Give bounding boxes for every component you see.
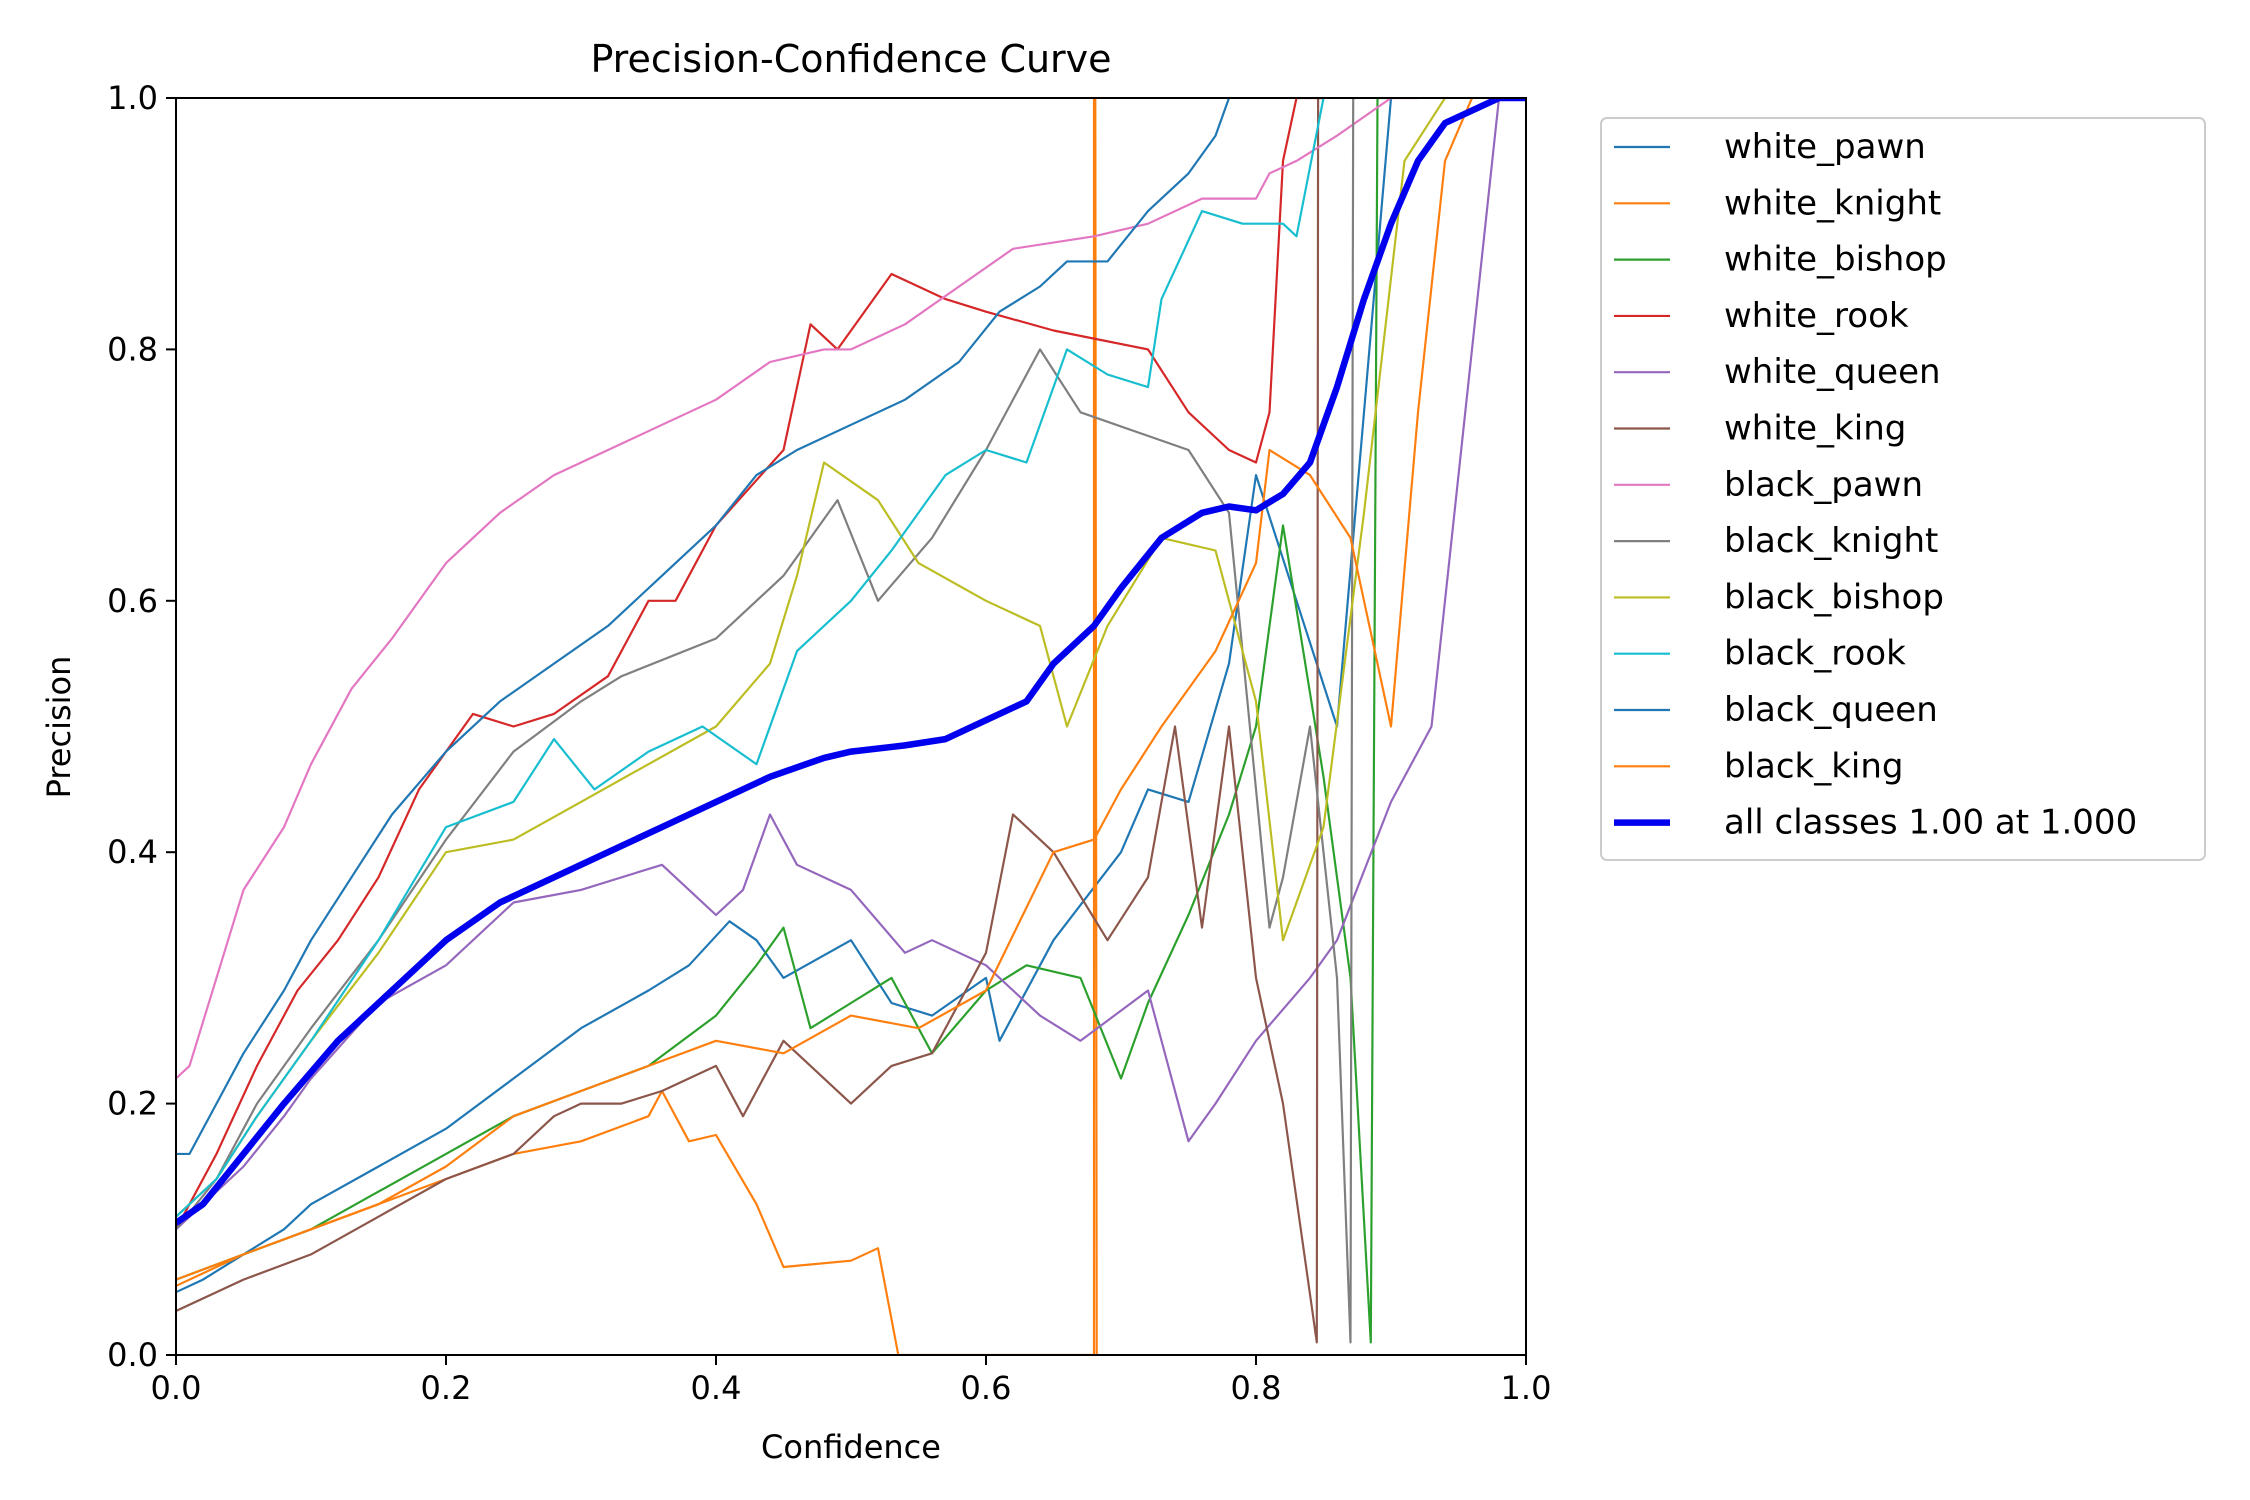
x-tick-label: 0.2 [421,1369,472,1407]
y-tick-label: 0.0 [107,1336,158,1374]
legend-label: all classes 1.00 at 1.000 [1724,803,2137,843]
legend-label: black_rook [1724,634,1906,674]
series-line-white-knight [176,98,1098,1355]
series-line-all-classes-1-00-at-1-000 [176,98,1526,1226]
legend-items: white_pawn white_knight white_bishop white_… [1614,127,2137,843]
legend-label: black_king [1724,746,1904,786]
series-line-black-queen [176,98,1231,1155]
y-axis-label: Precision [40,656,78,799]
series-line-black-rook [176,98,1325,1218]
plot-area: 0.0 0.2 0.4 0.6 0.8 1.0 0.0 0.2 0.4 0.6 0.8 1.0 [107,79,1551,1407]
legend-label: black_knight [1724,521,1938,561]
x-tick-label: 0.0 [151,1369,202,1407]
y-tick-label: 0.8 [107,330,158,368]
y-tick-label: 1.0 [107,79,158,117]
legend-label: white_rook [1724,296,1909,336]
legend-label: black_pawn [1724,465,1923,505]
legend-label: white_knight [1724,183,1941,223]
series-line-white-king [176,98,1324,1344]
legend-label: black_queen [1724,690,1938,730]
y-tick-label: 0.6 [107,582,158,620]
legend-label: white_pawn [1724,127,1926,167]
y-axis-ticks: 0.0 0.2 0.4 0.6 0.8 1.0 [107,79,176,1374]
series-line-black-king [176,98,1473,1281]
legend: white_pawn white_knight white_bishop white_… [1600,117,2206,861]
series-line-white-rook [176,98,1324,1230]
legend-label: white_bishop [1724,240,1947,280]
x-tick-label: 0.8 [1231,1369,1282,1407]
plot-frame [175,97,1527,1356]
x-tick-label: 0.6 [961,1369,1012,1407]
legend-label: white_queen [1724,352,1941,392]
legend-label: black_bishop [1724,577,1944,617]
legend-box [1600,117,2206,861]
x-tick-label: 1.0 [1501,1369,1552,1407]
y-tick-label: 0.2 [107,1085,158,1123]
series-line-black-pawn [176,98,1418,1080]
x-axis-ticks: 0.0 0.2 0.4 0.6 0.8 1.0 [151,1355,1552,1407]
legend-label: white_king [1724,409,1906,449]
y-tick-label: 0.4 [107,833,158,871]
series-lines [176,98,1526,1355]
x-axis-label: Confidence [761,1428,941,1466]
series-line-black-bishop [176,98,1446,1218]
chart-title: Precision-Confidence Curve [590,37,1111,81]
x-tick-label: 0.4 [691,1369,742,1407]
